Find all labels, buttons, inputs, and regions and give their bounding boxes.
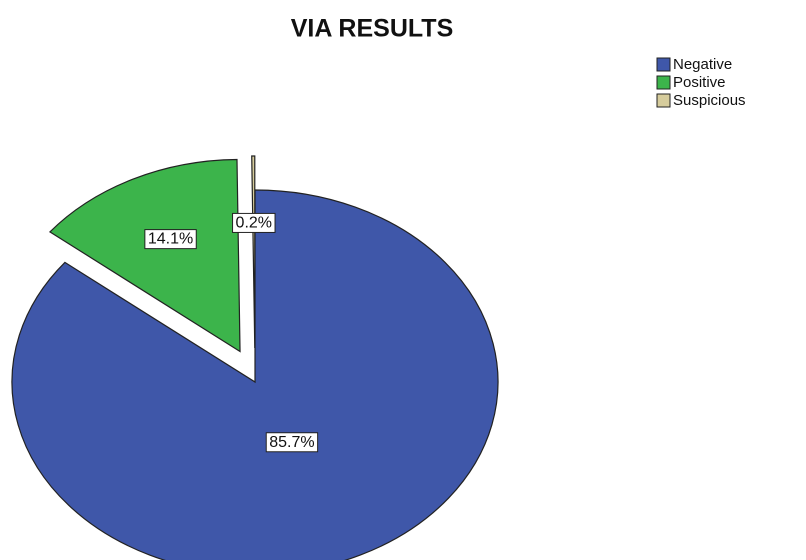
pie-slice [48, 158, 241, 353]
data-label-box [232, 212, 276, 233]
chart-title: VIA RESULTS [291, 15, 454, 43]
data-label: 0.2% [236, 214, 272, 231]
data-label: 14.1% [148, 231, 193, 248]
pie-slice [251, 155, 256, 349]
data-label-box [144, 229, 197, 250]
legend-swatch [656, 57, 671, 72]
legend-label: Positive [673, 74, 726, 91]
legend-label: Suspicious [673, 92, 746, 109]
data-label: 85.7% [269, 434, 314, 451]
legend-swatch [656, 75, 671, 90]
data-label-box [265, 432, 319, 453]
pie-slice [11, 189, 499, 560]
legend-swatch [656, 93, 671, 108]
legend-label: Negative [673, 56, 732, 73]
